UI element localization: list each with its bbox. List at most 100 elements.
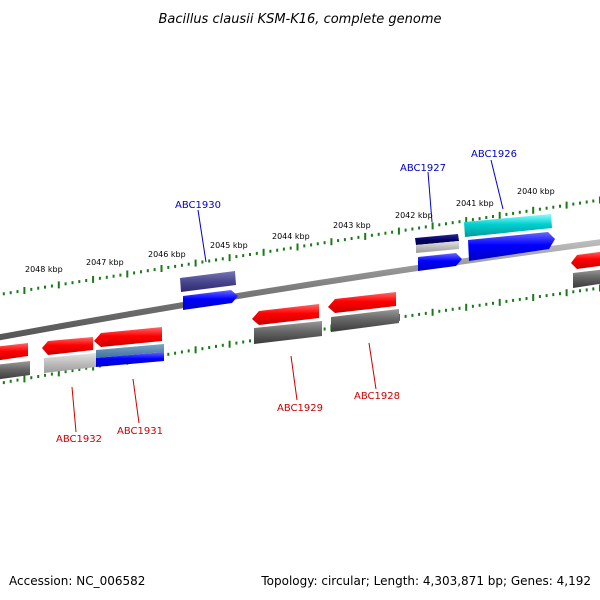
gene-feature-darkgray[interactable] — [573, 269, 600, 288]
minor-tick — [525, 297, 528, 300]
minor-tick — [269, 249, 272, 253]
minor-tick — [187, 262, 190, 266]
gene-label-abc1926[interactable]: ABC1926 — [471, 149, 517, 160]
gene-feature-purple[interactable] — [180, 271, 236, 292]
minor-tick — [249, 339, 251, 343]
gene-feature-navy[interactable] — [415, 234, 459, 245]
minor-tick — [112, 274, 115, 278]
minor-tick — [518, 297, 521, 301]
minor-tick — [215, 258, 217, 262]
leader-lines — [71, 159, 504, 433]
major-tick — [160, 265, 163, 272]
gene-arrow-red[interactable] — [252, 304, 319, 325]
major-tick — [498, 298, 501, 306]
major-tick — [194, 346, 197, 354]
minor-tick — [153, 268, 156, 272]
gene-arrow-blue[interactable] — [418, 253, 462, 271]
major-tick — [92, 275, 95, 283]
minor-tick — [30, 287, 33, 291]
major-tick — [431, 308, 434, 316]
gene-feature-lightgray[interactable] — [44, 353, 96, 373]
minor-tick — [370, 233, 373, 237]
minor-tick — [37, 286, 40, 290]
minor-tick — [303, 244, 306, 248]
major-tick — [23, 287, 26, 294]
minor-tick — [37, 375, 40, 378]
major-tick — [498, 211, 501, 219]
minor-tick — [538, 207, 541, 211]
kbp-label: 2047 kbp — [86, 258, 124, 267]
gene-feature-blue[interactable] — [96, 352, 164, 367]
minor-tick — [512, 298, 515, 302]
major-tick — [364, 232, 367, 240]
minor-tick — [384, 231, 387, 235]
minor-tick — [357, 235, 360, 239]
minor-tick — [492, 215, 494, 218]
kbp-label: 2045 kbp — [210, 241, 248, 250]
map-title: Bacillus clausii KSM-K16, complete genom… — [158, 12, 441, 27]
minor-tick — [458, 220, 461, 224]
minor-tick — [180, 350, 183, 354]
minor-tick — [119, 273, 122, 277]
minor-tick — [404, 314, 407, 318]
kbp-label: 2046 kbp — [148, 250, 186, 259]
minor-tick — [485, 302, 488, 306]
major-tick — [532, 206, 535, 214]
gene-arrow-red[interactable] — [94, 327, 162, 347]
minor-tick — [545, 206, 548, 210]
minor-tick — [525, 209, 528, 213]
minor-tick — [545, 294, 548, 298]
gene-feature-lightgray[interactable] — [416, 241, 459, 253]
minor-tick — [105, 275, 108, 279]
minor-tick — [64, 370, 67, 374]
minor-tick — [445, 308, 447, 312]
gene-arrow-blue[interactable] — [468, 232, 555, 261]
gene-arrow-red[interactable] — [571, 251, 600, 269]
gene-label-abc1932[interactable]: ABC1932 — [56, 434, 102, 445]
minor-tick — [133, 271, 136, 275]
gene-feature-darkgray[interactable] — [331, 309, 399, 332]
gene-label-abc1929[interactable]: ABC1929 — [277, 403, 323, 414]
gene-feature-cyan[interactable] — [464, 214, 552, 237]
major-tick — [565, 201, 568, 209]
minor-tick — [552, 293, 555, 297]
gene-arrow-blue[interactable] — [183, 290, 238, 310]
minor-tick — [343, 238, 346, 242]
minor-tick — [2, 292, 5, 296]
gene-label-abc1931[interactable]: ABC1931 — [117, 426, 163, 437]
gene-feature-red[interactable] — [0, 343, 28, 361]
kbp-label: 2040 kbp — [517, 187, 555, 196]
major-tick — [397, 227, 400, 235]
minor-tick — [579, 201, 581, 205]
major-tick — [23, 375, 26, 383]
minor-tick — [289, 246, 292, 250]
gene-arrow-red[interactable] — [42, 337, 93, 355]
gene-label-abc1930[interactable]: ABC1930 — [175, 200, 221, 211]
minor-tick — [208, 346, 211, 349]
gene-feature-darkgray[interactable] — [0, 361, 30, 380]
minor-tick — [180, 263, 183, 267]
minor-tick — [592, 287, 595, 291]
major-tick — [565, 289, 568, 297]
gene-feature-steel[interactable] — [96, 344, 164, 358]
gene-label-abc1927[interactable]: ABC1927 — [400, 163, 446, 174]
leader-line — [197, 209, 207, 263]
gene-arrow-red[interactable] — [328, 292, 396, 313]
leader-line — [427, 171, 433, 223]
gene-feature-darkgray[interactable] — [254, 321, 322, 344]
minor-tick — [276, 248, 279, 252]
leader-line — [290, 355, 298, 401]
minor-tick — [235, 255, 238, 259]
minor-tick — [2, 381, 5, 385]
topology-summary-text: Topology: circular; Length: 4,303,871 bp… — [261, 574, 591, 588]
accession-text: Accession: NC_006582 — [9, 574, 146, 588]
minor-tick — [377, 232, 380, 236]
gene-label-abc1928[interactable]: ABC1928 — [354, 391, 400, 402]
minor-tick — [221, 343, 224, 347]
major-tick — [465, 217, 468, 225]
major-tick — [57, 281, 60, 289]
minor-tick — [505, 299, 508, 303]
minor-tick — [71, 281, 74, 285]
minor-tick — [215, 344, 217, 348]
minor-tick — [512, 211, 515, 215]
